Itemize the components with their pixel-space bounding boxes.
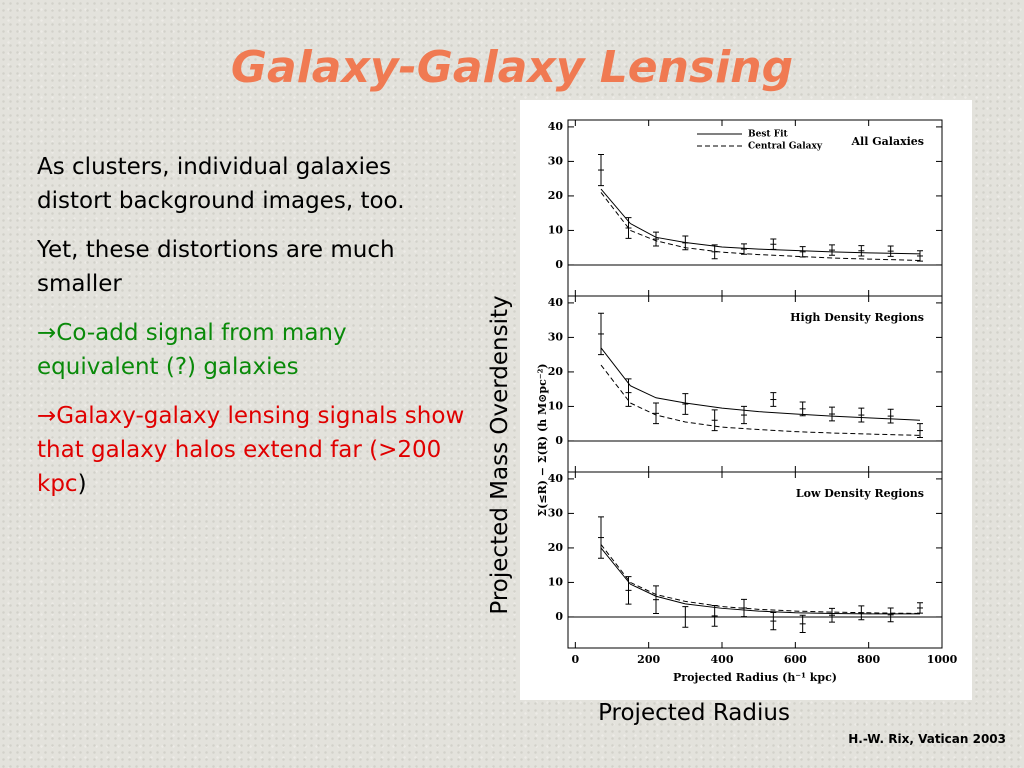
chart: 0 10 20 30 40 All Galaxies Best Fit Central Gal… — [536, 119, 958, 684]
fit-line — [600, 364, 921, 436]
figure: 0 10 20 30 40 All Galaxies Best Fit Central Gal… — [520, 100, 972, 700]
x-tick-label: 200 — [637, 653, 660, 666]
bullet-text: As clusters, individual galaxies distort… — [37, 154, 405, 214]
y-tick-label: 30 — [548, 506, 564, 519]
bullet: As clusters, individual galaxies distort… — [37, 150, 467, 218]
x-tick-label: 800 — [857, 653, 880, 666]
y-tick-label: 10 — [548, 223, 564, 236]
side-label: Projected Mass Overdensity — [487, 295, 513, 615]
plot-frame — [567, 471, 943, 649]
y-tick-label: 30 — [548, 154, 564, 167]
y-tick-label: 10 — [548, 575, 564, 588]
y-tick-label: 0 — [555, 434, 563, 447]
x-tick-label: 400 — [711, 653, 734, 666]
bullet-list: As clusters, individual galaxies distort… — [37, 150, 467, 516]
panel-title: Low Density Regions — [796, 487, 924, 500]
y-tick-label: 10 — [548, 399, 564, 412]
bullet: →Co-add signal from many equivalent (?) … — [37, 316, 467, 384]
x-tick-label: 0 — [572, 653, 580, 666]
bullet-text: Yet, these distortions are much smaller — [37, 237, 395, 297]
bottom-label: Projected Radius — [598, 700, 790, 726]
bullet: →Galaxy-galaxy lensing signals show that… — [37, 399, 467, 501]
y-tick-label: 20 — [548, 541, 564, 554]
y-tick-label: 40 — [548, 296, 564, 309]
y-tick-label: 40 — [548, 472, 564, 485]
fit-line — [600, 347, 921, 421]
x-axis-label: Projected Radius (h⁻¹ kpc) — [673, 671, 837, 684]
y-tick-label: 20 — [548, 365, 564, 378]
legend-label: Best Fit — [748, 130, 788, 140]
y-tick-label: 0 — [555, 610, 563, 623]
y-tick-label: 0 — [555, 258, 563, 271]
x-tick-label: 600 — [784, 653, 807, 666]
bullet: Yet, these distortions are much smaller — [37, 233, 467, 301]
fit-line — [600, 192, 921, 261]
y-tick-label: 20 — [548, 189, 564, 202]
slide-title: Galaxy-Galaxy Lensing — [230, 42, 794, 93]
footer: H.-W. Rix, Vatican 2003 — [848, 732, 1006, 746]
y-tick-label: 30 — [548, 330, 564, 343]
x-tick-label: 1000 — [927, 653, 958, 666]
bullet-tail: ) — [77, 471, 87, 497]
panel-title: High Density Regions — [790, 311, 924, 324]
fit-line — [600, 547, 920, 615]
bullet-text: →Co-add signal from many equivalent (?) … — [37, 320, 347, 380]
bullet-text: →Galaxy-galaxy lensing signals show that… — [37, 403, 465, 497]
y-axis-label: Σ(≤R) − Σ(R) (h M⊙pc⁻²) — [536, 363, 549, 516]
panel-title: All Galaxies — [851, 135, 924, 148]
fit-line — [600, 544, 921, 614]
legend-label: Central Galaxy — [748, 142, 823, 152]
fit-line — [600, 188, 921, 255]
y-tick-label: 40 — [548, 120, 564, 133]
